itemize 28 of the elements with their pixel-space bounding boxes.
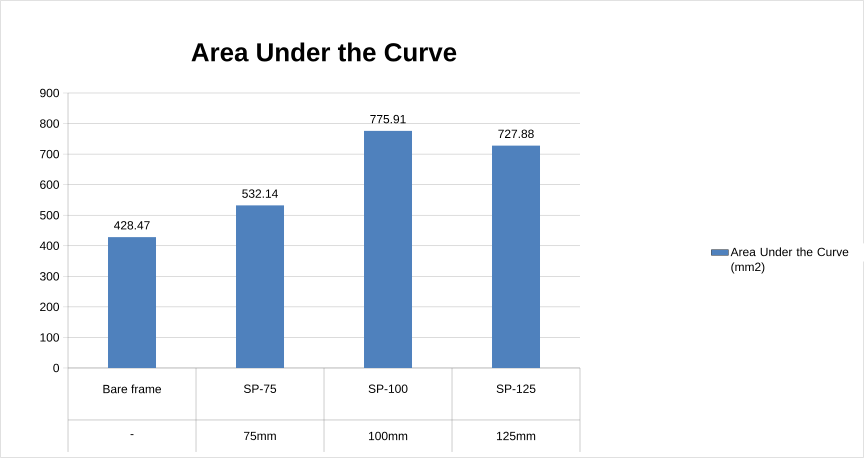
y-tick-label: 400 [40, 242, 60, 250]
text: 100mm [368, 432, 408, 440]
bar [236, 205, 284, 368]
data-label: 532.14 [242, 189, 278, 198]
x-tick-label: SP-125 [496, 384, 536, 393]
data-label: 428.47 [114, 221, 150, 230]
x-tick-label: Bare frame [103, 384, 162, 394]
y-tick-label: 200 [40, 302, 60, 312]
bar [492, 146, 540, 368]
chart-title: Area Under the Curve [192, 42, 456, 62]
y-tick-label: 700 [40, 150, 60, 158]
data-label: 727.88 [498, 130, 534, 138]
bar [364, 130, 412, 368]
text: - [130, 434, 134, 436]
text: 125mm [496, 432, 536, 440]
legend-label: Area Under the Curve (mm2) [730, 247, 848, 274]
x-tick-label: SP-75 [244, 384, 276, 393]
y-tick-label: 0 [53, 364, 60, 372]
y-tick-label: 500 [40, 210, 60, 220]
y-tick-label: 900 [40, 88, 60, 98]
data-label: 775.91 [370, 114, 406, 124]
y-tick-label: 600 [40, 180, 60, 189]
y-tick-label: 300 [40, 272, 60, 281]
text: 75mm [244, 432, 276, 440]
y-tick-label: 100 [40, 333, 60, 342]
bar [108, 237, 156, 368]
x-tick-label: SP-100 [368, 384, 408, 393]
y-tick-label: 800 [40, 119, 60, 128]
